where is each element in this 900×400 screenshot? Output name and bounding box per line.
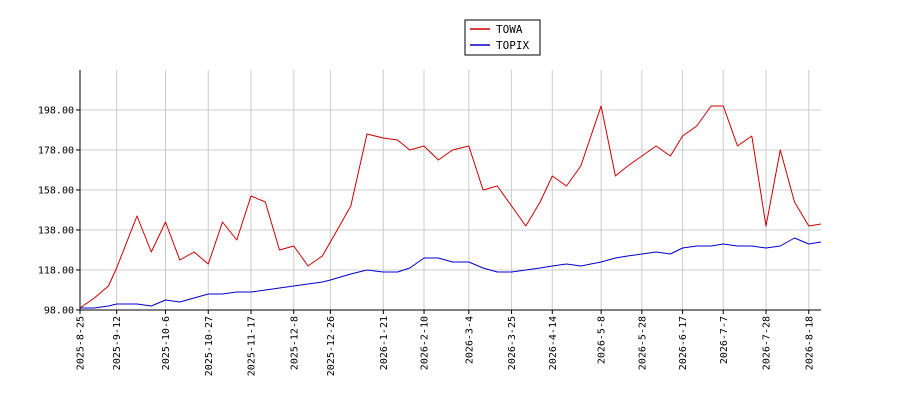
x-tick-label: 2026-8-18 bbox=[804, 316, 815, 370]
x-tick-label: 2025-12-8 bbox=[289, 316, 300, 370]
x-tick-label: 2025-11-17 bbox=[247, 316, 258, 376]
x-tick-label: 2026-5-8 bbox=[597, 316, 608, 364]
x-tick-label: 2026-2-10 bbox=[420, 316, 431, 370]
series-layer bbox=[79, 105, 822, 309]
x-tick-label: 2025-8-25 bbox=[76, 316, 87, 370]
y-tick-label: 198.00 bbox=[38, 106, 74, 117]
y-tick-label: 138.00 bbox=[38, 226, 74, 237]
axes bbox=[76, 70, 821, 314]
x-tick-labels: 2025-8-25 2025-9-12 2025-10-6 2025-10-27 202… bbox=[76, 316, 816, 376]
legend-box bbox=[464, 19, 541, 56]
y-tick-label: 98.00 bbox=[44, 306, 74, 317]
y-tick-label: 178.00 bbox=[38, 146, 74, 157]
y-tick-label: 118.00 bbox=[38, 266, 74, 277]
x-tick-label: 2025-10-27 bbox=[204, 316, 215, 376]
legend-label-topix: TOPIX bbox=[496, 39, 529, 52]
x-tick-label: 2026-5-28 bbox=[637, 316, 648, 370]
x-tick-label: 2026-3-25 bbox=[507, 316, 518, 370]
x-tick-label: 2026-4-14 bbox=[548, 316, 559, 370]
grid bbox=[79, 70, 821, 311]
series-line-topix bbox=[80, 237, 822, 309]
x-tick-label: 2026-7-7 bbox=[719, 316, 730, 364]
legend: TOWA TOPIX bbox=[464, 19, 541, 56]
y-tick-label: 158.00 bbox=[38, 186, 74, 197]
x-tick-label: 2025-9-12 bbox=[112, 316, 123, 370]
x-tick-label: 2026-7-28 bbox=[762, 316, 773, 370]
series-line-towa bbox=[79, 105, 822, 309]
x-tick-label: 2026-3-4 bbox=[464, 316, 475, 364]
x-tick-label: 2025-12-26 bbox=[326, 316, 337, 376]
x-tick-label: 2026-1-21 bbox=[379, 316, 390, 370]
y-tick-labels: 98.00 118.00 138.00 158.00 178.00 198.00 bbox=[38, 106, 74, 317]
x-tick-label: 2026-6-17 bbox=[678, 316, 689, 370]
x-tick-label: 2025-10-6 bbox=[161, 316, 172, 370]
legend-label-towa: TOWA bbox=[496, 23, 523, 36]
